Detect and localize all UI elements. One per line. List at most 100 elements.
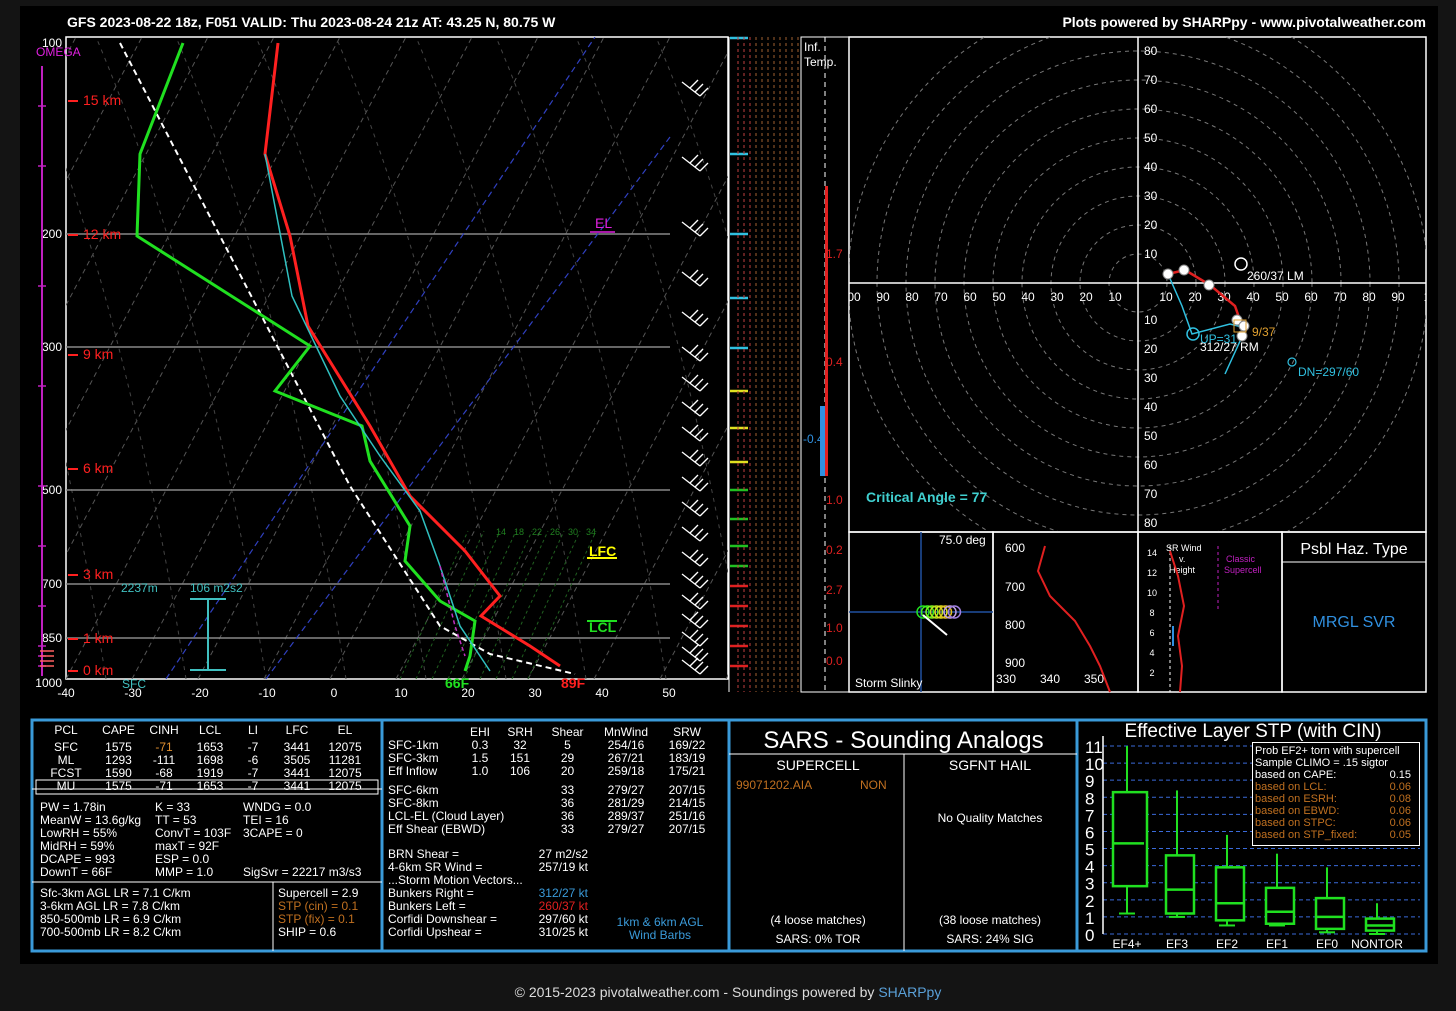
pressure-tick-label: 200 <box>42 227 62 241</box>
lapse-line: 850-500mb LR = 6.9 C/km <box>40 912 182 926</box>
index-line: maxT = 92F <box>155 839 220 853</box>
isotherm-line <box>659 549 728 679</box>
lcl-label: LCL <box>589 619 617 635</box>
wind-barb-flag <box>694 453 704 463</box>
parcel-cell: -7 <box>247 766 259 780</box>
omega-value: 1.7 <box>826 247 843 261</box>
temp-tick-label: -10 <box>258 686 276 700</box>
wind-barb-staff <box>681 346 701 362</box>
prob-label: based on LCL: <box>1255 781 1327 793</box>
skewt-background <box>20 37 728 679</box>
sars-sc-tor: SARS: 0% TOR <box>775 932 861 946</box>
lapse-line: 3-6km AGL LR = 7.8 C/km <box>40 899 180 913</box>
hodo-height-marker <box>1238 320 1250 332</box>
parcel-cell: 3441 <box>283 766 311 780</box>
wind-barb-flag <box>699 277 709 287</box>
isotherm-line <box>527 300 728 679</box>
wind-barb-staff <box>681 594 701 610</box>
index-line: ESP = 0.0 <box>155 852 210 866</box>
storm-motion-row: BRN Shear = 27 m2/s2 <box>388 848 588 861</box>
dry-adiabat <box>20 37 26 679</box>
kin-cell: 207/15 <box>668 822 706 836</box>
storm-motion-label: Corfidi Downshear = <box>388 912 498 926</box>
prob-value: 0.08 <box>1389 793 1411 805</box>
sfc-dewpoint: 66F <box>445 675 470 691</box>
srwind-y-label: 14 <box>1147 548 1157 558</box>
kin-row: Eff Inflow 1.0 106 20 259/18 175/21 <box>388 765 724 778</box>
parcel-cell: -7 <box>247 779 259 793</box>
hodo-x-label-left: 20 <box>1079 290 1093 304</box>
wind-barb-flag <box>689 424 699 434</box>
storm-motion-row: Corfidi Upshear = 310/25 kt <box>388 926 588 939</box>
wind-barb <box>681 657 709 675</box>
dn-label: DN=297/60 <box>1298 365 1359 379</box>
kin-header-cell: EHI <box>469 725 490 739</box>
prob-label: based on ESRH: <box>1255 793 1337 805</box>
parcel-cell: 1575 <box>105 740 132 754</box>
storm-motion-header: ...Storm Motion Vectors... <box>388 873 523 887</box>
storm-motion-label: 4-6km SR Wind = <box>388 860 483 874</box>
header-credit: Plots powered by SHARPpy - www.pivotalwe… <box>1062 14 1426 30</box>
storm-motion-value: 310/25 kt <box>538 925 588 939</box>
wind-barb-flag <box>694 575 704 585</box>
srwind-panel <box>1137 531 1283 693</box>
kinematic-table: EHI SRH Shear MnWind SRW SFC-1km 0.3 32 5 254/16 1… <box>388 726 724 836</box>
indices-col3: WNDG = 0.0 TEI = 16 3CAPE = 0 SigSvr = 222… <box>243 801 361 879</box>
parcel-cell: SFC <box>54 740 78 754</box>
wind-barb-flag <box>689 269 699 279</box>
mu-row-box <box>35 779 379 795</box>
index-line: LowRH = 55% <box>40 826 118 840</box>
lfc-label: LFC <box>589 543 616 559</box>
theta-trace <box>1036 545 1111 693</box>
prob-row: based on STPC: 0.06 <box>1255 817 1417 829</box>
wind-barb-flag <box>689 629 699 639</box>
storm-motion-label: Corfidi Upshear = <box>388 925 482 939</box>
theta-y-label: 800 <box>1005 618 1025 632</box>
parcel-cell: 3441 <box>283 740 311 754</box>
hazard-value: MRGL SVR <box>1313 614 1396 631</box>
wind-barb-flag <box>699 619 709 629</box>
kin-row-label: SFC-1km <box>388 738 439 752</box>
composite-line: SHIP = 0.6 <box>278 925 337 939</box>
wind-barb-flag <box>689 309 699 319</box>
hodo-x-label-left: 40 <box>1021 290 1035 304</box>
lm-label: 260/37 LM <box>1247 269 1304 283</box>
prob-label: based on EBWD: <box>1255 805 1340 817</box>
parcel-cell: 1653 <box>196 779 224 793</box>
stp-y-label: 4 <box>1085 858 1094 877</box>
omega-value: 0.0 <box>826 654 843 668</box>
stp-category-label: EF4+ <box>1112 937 1141 951</box>
wind-barb-staff <box>681 426 701 442</box>
wind-barb-flag <box>699 87 709 97</box>
parcel-cell: 1919 <box>196 766 224 780</box>
omega-label: OMEGA <box>36 45 81 59</box>
stp-panel-border <box>1075 718 1428 953</box>
hazard-panel <box>1281 531 1427 693</box>
stp-y-label: 2 <box>1085 892 1094 911</box>
sars-match: 99071202.AIA <box>736 778 813 792</box>
parcel-cell: -7 <box>247 740 259 754</box>
up-label: UP=31 <box>1200 332 1237 346</box>
wind-barb-flag <box>699 665 709 675</box>
slinky-ring <box>916 605 930 619</box>
wind-barb <box>681 474 709 492</box>
storm-motion-value: 312/27 kt <box>538 886 588 900</box>
sars-title: SARS - Sounding Analogs <box>763 727 1044 754</box>
wind-barb <box>681 309 709 327</box>
theta-y-label: 600 <box>1005 541 1025 555</box>
wind-barb-flag <box>694 648 704 658</box>
lapse-line: Sfc-3km AGL LR = 7.1 C/km <box>40 886 191 900</box>
temp-tick-label: 40 <box>595 686 609 700</box>
hodo-ring-label-down: 70 <box>1144 487 1158 501</box>
dewpoint-trace <box>135 42 477 672</box>
height-label: 0 km <box>83 662 113 678</box>
wind-barb <box>681 549 709 567</box>
kin-cell: 289/37 <box>607 809 645 823</box>
sharppy-link[interactable]: SHARPpy <box>878 984 942 1000</box>
kin-row-label: SFC-6km <box>388 783 439 797</box>
kin-cell: 36 <box>560 796 575 810</box>
prob-value: 0.06 <box>1389 817 1411 829</box>
hodo-ring-label-up: 40 <box>1144 160 1158 174</box>
index-line: MidRH = 59% <box>40 839 115 853</box>
hodo-ring-label-up: 60 <box>1144 102 1158 116</box>
